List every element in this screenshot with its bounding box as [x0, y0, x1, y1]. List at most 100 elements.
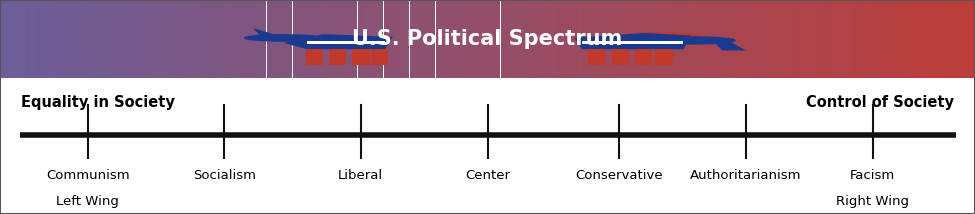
Bar	[910, 0, 914, 78]
Bar	[861, 0, 865, 78]
Bar	[397, 0, 400, 78]
Bar	[78, 0, 81, 78]
Bar	[965, 0, 968, 78]
Bar	[836, 0, 838, 78]
Bar	[705, 0, 709, 78]
Bar	[773, 0, 777, 78]
Bar	[838, 0, 841, 78]
Bar	[65, 0, 68, 78]
Bar	[468, 0, 471, 78]
Bar	[682, 0, 685, 78]
Bar	[529, 0, 533, 78]
Bar	[442, 0, 446, 78]
Bar	[71, 0, 75, 78]
Bar	[149, 0, 153, 78]
Bar	[36, 0, 39, 78]
Bar	[865, 0, 868, 78]
Bar	[85, 0, 88, 78]
Bar	[653, 0, 656, 78]
Bar	[344, 0, 348, 78]
Bar	[448, 0, 451, 78]
Bar	[475, 0, 478, 78]
Bar	[307, 41, 385, 44]
Bar	[673, 0, 676, 78]
Bar	[582, 0, 585, 78]
Bar	[134, 0, 137, 78]
Circle shape	[647, 37, 735, 44]
Bar	[20, 0, 22, 78]
Bar	[936, 0, 939, 78]
Bar	[939, 0, 943, 78]
Bar	[270, 0, 273, 78]
Bar	[110, 0, 114, 78]
Bar	[956, 0, 958, 78]
Bar	[666, 0, 670, 78]
Bar	[88, 0, 91, 78]
Bar	[890, 0, 894, 78]
Bar	[260, 0, 263, 78]
Bar	[722, 0, 724, 78]
Bar	[582, 41, 683, 44]
Bar	[364, 0, 368, 78]
Bar	[451, 0, 455, 78]
Bar	[812, 0, 816, 78]
Bar	[286, 0, 290, 78]
Bar	[68, 0, 71, 78]
Bar	[787, 0, 790, 78]
Bar	[497, 0, 500, 78]
Bar	[494, 0, 497, 78]
Bar	[500, 0, 504, 78]
Bar	[887, 0, 890, 78]
Bar	[361, 0, 364, 78]
Bar	[510, 0, 514, 78]
Bar	[907, 0, 910, 78]
Bar	[946, 0, 949, 78]
Bar	[627, 0, 631, 78]
Text: U.S. Political Spectrum: U.S. Political Spectrum	[352, 29, 623, 49]
Bar	[419, 0, 422, 78]
Bar	[305, 0, 309, 78]
Bar	[563, 0, 565, 78]
Bar	[188, 0, 192, 78]
Bar	[56, 0, 58, 78]
Bar	[663, 0, 666, 78]
Bar	[611, 0, 614, 78]
Bar	[429, 0, 432, 78]
Bar	[481, 0, 485, 78]
Bar	[91, 0, 95, 78]
Bar	[929, 0, 933, 78]
Bar	[312, 0, 315, 78]
Bar	[377, 0, 380, 78]
Bar	[212, 0, 214, 78]
Bar	[871, 0, 875, 78]
Bar	[851, 0, 855, 78]
Bar	[224, 0, 227, 78]
Bar	[380, 0, 383, 78]
Bar	[878, 0, 880, 78]
Bar	[923, 0, 926, 78]
Bar	[607, 0, 611, 78]
Bar	[130, 0, 134, 78]
Bar	[10, 0, 13, 78]
Bar	[107, 0, 110, 78]
Bar	[543, 0, 546, 78]
Bar	[485, 0, 488, 78]
Bar	[631, 0, 634, 78]
Bar	[702, 0, 705, 78]
Bar	[368, 0, 370, 78]
Bar	[868, 0, 871, 78]
Bar	[319, 0, 322, 78]
Bar	[692, 0, 695, 78]
Bar	[585, 0, 588, 78]
Bar	[650, 0, 653, 78]
Bar	[953, 0, 955, 78]
Bar	[611, 49, 629, 65]
Bar	[358, 0, 361, 78]
Bar	[655, 49, 673, 65]
Bar	[305, 49, 323, 65]
Bar	[471, 0, 475, 78]
Text: Liberal: Liberal	[338, 169, 383, 183]
Bar	[163, 0, 166, 78]
Text: Control of Society: Control of Society	[805, 95, 954, 110]
Bar	[295, 0, 299, 78]
